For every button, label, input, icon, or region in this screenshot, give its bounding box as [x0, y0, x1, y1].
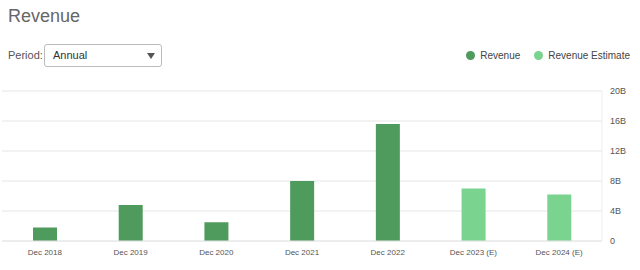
svg-text:Dec 2018: Dec 2018	[28, 248, 63, 257]
svg-text:12B: 12B	[610, 146, 626, 156]
svg-text:8B: 8B	[610, 176, 621, 186]
html-text:Revenue Estimate: Revenue Estimate	[548, 50, 630, 61]
svg-text:Dec 2023 (E): Dec 2023 (E)	[450, 248, 497, 257]
html-text:Annual: Annual	[53, 49, 88, 61]
svg-text:Dec 2019: Dec 2019	[113, 248, 148, 257]
svg-text:20B: 20B	[610, 86, 626, 96]
svg-text:Dec 2020: Dec 2020	[199, 248, 234, 257]
svg-text:4B: 4B	[610, 206, 621, 216]
svg-text:Dec 2022: Dec 2022	[371, 248, 406, 257]
html-text:Revenue: Revenue	[8, 6, 81, 26]
svg-text:Dec 2024 (E): Dec 2024 (E)	[536, 248, 583, 257]
svg-text:Dec 2021: Dec 2021	[285, 248, 320, 257]
svg-text:0: 0	[610, 236, 615, 246]
svg-text:16B: 16B	[610, 116, 626, 126]
html-text:Revenue: Revenue	[480, 50, 521, 61]
html-text:Period:: Period:	[8, 49, 43, 61]
